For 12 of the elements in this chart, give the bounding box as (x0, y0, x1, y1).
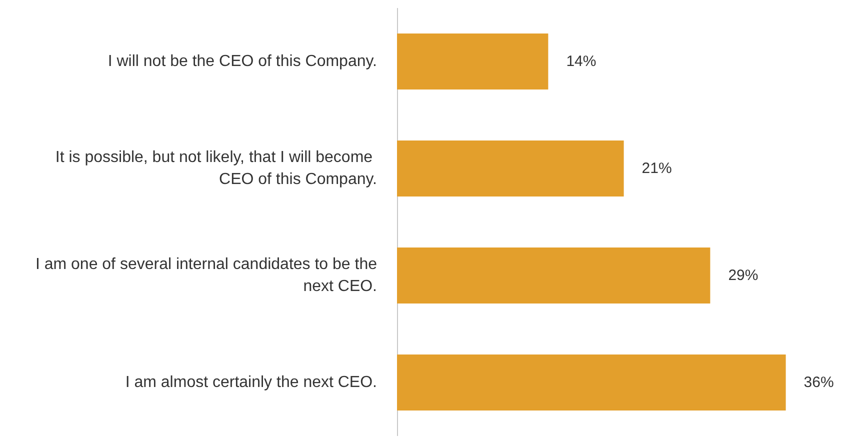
y-tick-label: It is possible, but not likely, that I will become CEO of this Company. (55, 149, 377, 188)
bar (397, 354, 786, 410)
data-label: 29% (728, 267, 758, 284)
data-label: 21% (642, 160, 672, 177)
y-tick-label: I am almost certainly the next CEO. (125, 374, 377, 391)
bar (397, 34, 548, 90)
data-label: 36% (804, 374, 834, 391)
bar (397, 140, 624, 196)
bar (397, 248, 710, 304)
y-tick-label: I am one of several internal candidates to be the next CEO. (35, 256, 378, 295)
data-label: 14% (566, 53, 596, 70)
y-tick-label: I will not be the CEO of this Company. (108, 53, 377, 70)
